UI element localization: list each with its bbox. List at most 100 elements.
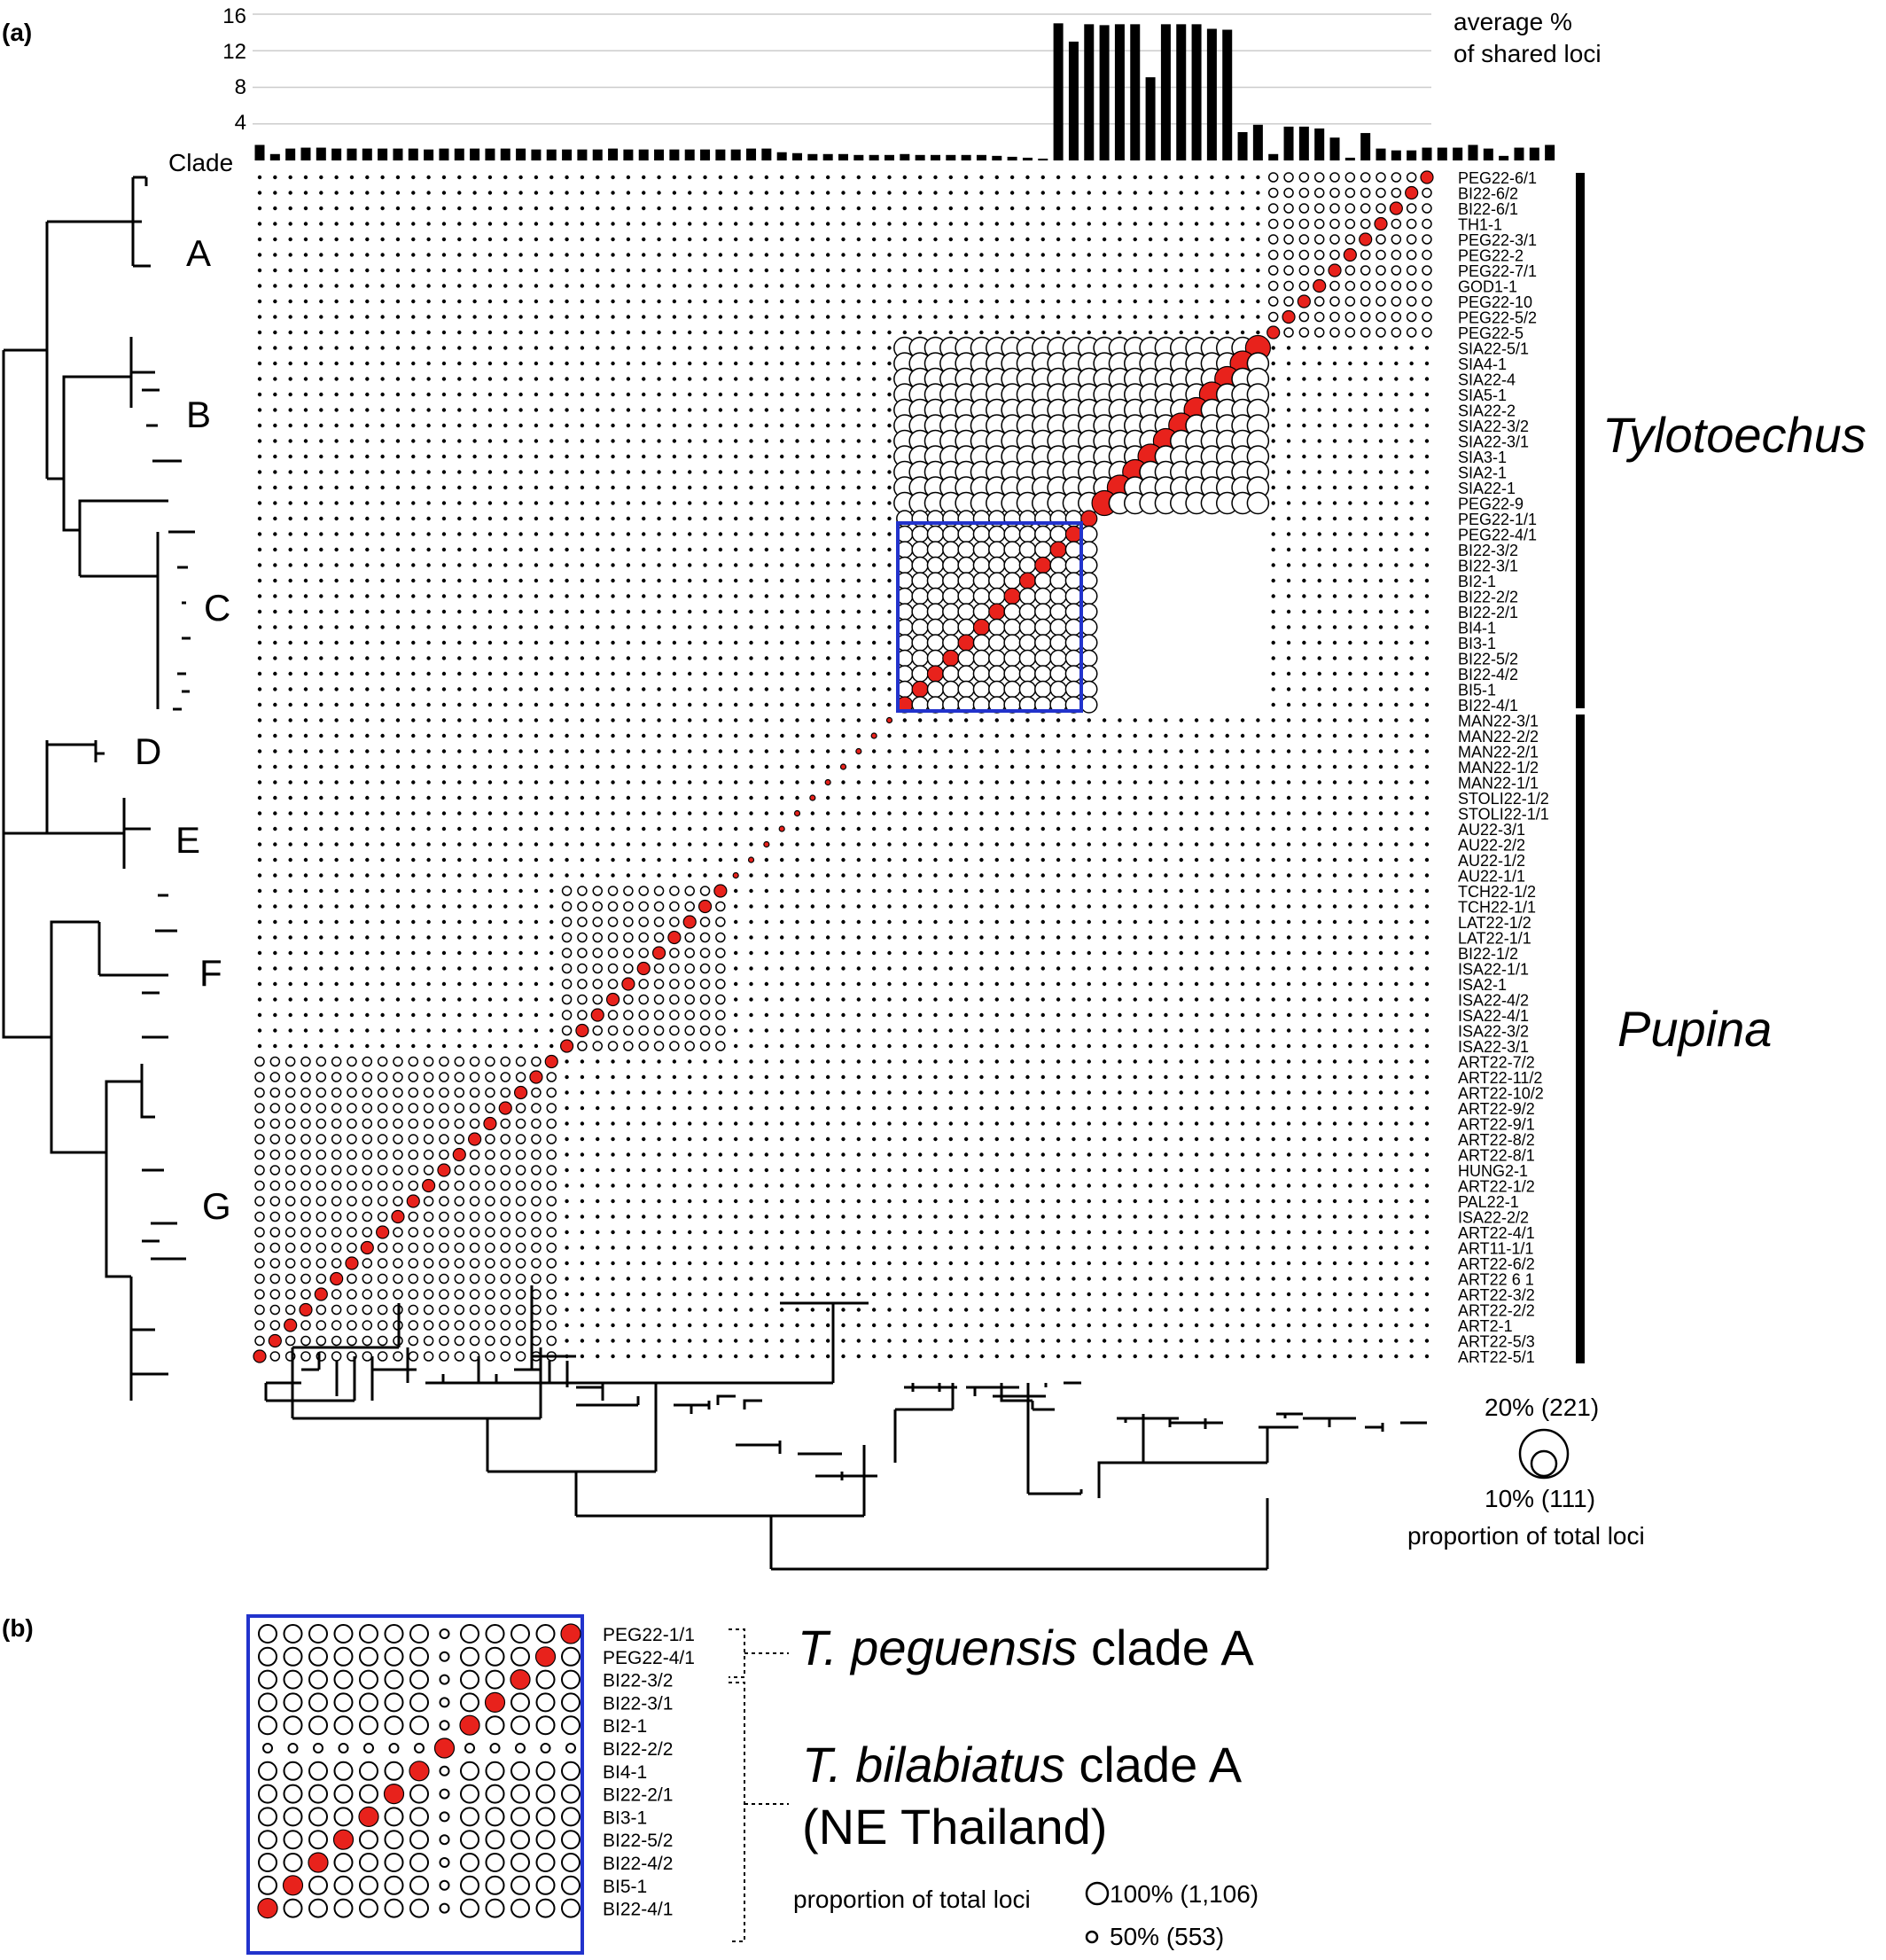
matrix-dot — [411, 764, 416, 769]
matrix-dot — [933, 857, 938, 863]
matrix-dot — [1179, 1152, 1183, 1157]
matrix-dot — [994, 873, 999, 878]
matrix-dot — [1267, 203, 1279, 214]
matrix-dot — [408, 1056, 419, 1067]
matrix-dot — [472, 625, 477, 629]
matrix-dot — [1424, 1028, 1430, 1033]
matrix-dot — [441, 361, 447, 366]
matrix-dot — [1271, 346, 1275, 350]
matrix-dot — [1286, 547, 1291, 552]
matrix-dot — [948, 253, 954, 257]
matrix-dot — [1009, 780, 1015, 785]
matrix-dot — [994, 1074, 999, 1080]
matrix-dot — [1087, 175, 1091, 180]
matrix-dot — [288, 578, 292, 583]
matrix-dot — [349, 609, 355, 614]
matrix-dot — [1072, 1152, 1076, 1157]
matrix-dot — [411, 284, 416, 288]
matrix-dot — [1409, 687, 1414, 691]
matrix-dot — [411, 408, 416, 412]
matrix-dot — [1267, 172, 1279, 183]
matrix-dot — [611, 795, 615, 800]
matrix-dot — [1072, 1105, 1076, 1111]
matrix-dot — [779, 671, 784, 676]
matrix-dot — [1034, 603, 1052, 621]
matrix-dot — [887, 237, 892, 242]
matrix-dot — [653, 932, 665, 943]
matrix-dot — [565, 377, 569, 381]
matrix-dot — [1424, 981, 1430, 987]
matrix-dot — [395, 981, 401, 987]
matrix-dot — [1225, 1059, 1229, 1064]
matrix-dot — [917, 904, 923, 909]
bar — [915, 154, 925, 160]
matrix-dot — [779, 547, 784, 552]
matrix-dot — [1363, 439, 1368, 443]
matrix-dot — [1348, 811, 1352, 816]
matrix-dot — [688, 1059, 692, 1064]
matrix-dot — [1009, 873, 1015, 878]
matrix-dot — [534, 609, 539, 614]
matrix-dot — [380, 997, 385, 1002]
matrix-dot — [887, 175, 892, 180]
matrix-dot — [1286, 485, 1291, 490]
matrix-dot — [1225, 826, 1229, 832]
matrix-dot — [1376, 249, 1386, 261]
matrix-dot — [871, 1121, 877, 1126]
matrix-dot — [1025, 1167, 1030, 1173]
matrix-dot — [1378, 640, 1383, 645]
matrix-dot — [1348, 532, 1352, 536]
matrix-dot — [1256, 981, 1260, 987]
matrix-dot — [1080, 556, 1098, 574]
matrix-dot — [1225, 1121, 1229, 1126]
matrix-dot — [948, 1105, 954, 1111]
matrix-dot — [611, 454, 615, 459]
matrix-dot — [825, 904, 830, 909]
matrix-dot — [979, 237, 984, 242]
matrix-dot — [1348, 1090, 1352, 1095]
matrix-dot — [303, 966, 308, 971]
matrix-dot — [565, 454, 569, 459]
matrix-dot — [1056, 1167, 1061, 1173]
matrix-dot — [1133, 222, 1137, 226]
matrix-dot — [1210, 857, 1214, 863]
matrix-dot — [703, 175, 707, 180]
matrix-dot — [472, 392, 477, 397]
matrix-dot — [703, 315, 707, 319]
matrix-dot — [688, 299, 692, 304]
matrix-dot — [365, 268, 370, 273]
matrix-dot — [1179, 919, 1183, 925]
matrix-dot — [334, 594, 339, 598]
matrix-dot — [1148, 780, 1153, 785]
matrix-dot — [911, 603, 929, 621]
matrix-dot — [334, 408, 339, 412]
matrix-dot — [1317, 439, 1321, 443]
matrix-dot — [1118, 315, 1122, 319]
matrix-dot — [1194, 842, 1199, 847]
matrix-dot — [841, 284, 846, 288]
matrix-dot — [688, 687, 692, 691]
diagonal-dot — [1282, 309, 1296, 324]
matrix-dot — [1240, 1059, 1245, 1064]
matrix-dot — [426, 206, 431, 211]
bar — [1038, 158, 1048, 160]
matrix-dot — [764, 222, 769, 226]
matrix-dot — [917, 795, 923, 800]
matrix-dot — [1256, 284, 1260, 288]
matrix-dot — [718, 842, 723, 847]
matrix-dot — [825, 206, 830, 211]
matrix-dot — [1210, 873, 1214, 878]
matrix-dot — [1056, 950, 1061, 956]
matrix-dot — [365, 470, 370, 474]
matrix-dot — [749, 1028, 753, 1033]
matrix-dot — [1302, 935, 1306, 940]
matrix-dot — [1424, 1090, 1430, 1095]
matrix-dot — [284, 1149, 296, 1160]
matrix-dot — [349, 857, 355, 863]
matrix-dot — [856, 485, 861, 490]
matrix-dot — [642, 485, 646, 490]
matrix-dot — [596, 640, 600, 645]
matrix-dot — [611, 1074, 615, 1080]
matrix-dot — [703, 1121, 707, 1126]
matrix-dot — [426, 997, 431, 1002]
